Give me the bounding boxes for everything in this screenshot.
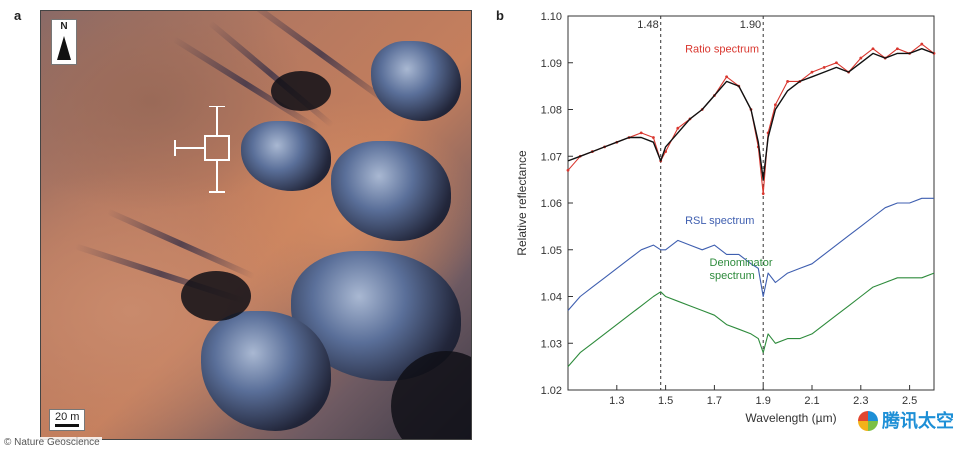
rock-outcrop [201, 311, 331, 431]
x-tick-label: 1.9 [756, 395, 771, 407]
data-point [920, 42, 924, 46]
scale-bar-label: 20 m [55, 411, 80, 423]
data-point [835, 61, 838, 65]
rock-outcrop [371, 41, 461, 121]
chart-labels-layer: 1.02 1.03 1.04 1.05 1.06 1.07 1.08 1.09 1.10 1.3 1… [515, 11, 917, 425]
north-arrow-icon [57, 36, 71, 60]
x-axis-label: Wavelength (µm) [745, 411, 836, 425]
series-label: Denominator [710, 257, 773, 269]
shadow-region [181, 271, 251, 321]
watermark-text: 腾讯太空 [882, 411, 954, 431]
series-line [567, 272, 935, 367]
y-tick-label: 1.03 [541, 338, 562, 350]
crism-footprint-crosshair [174, 106, 230, 193]
rock-outcrop [331, 141, 451, 241]
data-point [639, 131, 643, 135]
rock-outcrop [241, 121, 331, 191]
watermark: 腾讯太空 [858, 407, 954, 433]
scale-bar-line [55, 424, 80, 427]
data-point [652, 136, 655, 139]
reference-line-label: 1.48 [637, 19, 658, 31]
panel-letter-a: a [14, 8, 22, 23]
chart-axes [567, 15, 935, 391]
x-tick-label: 2.3 [853, 395, 868, 407]
y-tick-label: 1.09 [541, 58, 562, 70]
shadow-region [271, 71, 331, 111]
series-line [567, 43, 935, 195]
data-point [822, 66, 826, 69]
y-tick-label: 1.02 [541, 385, 562, 397]
y-tick-label: 1.05 [541, 245, 562, 257]
data-point [859, 56, 863, 60]
series-label: spectrum [710, 270, 755, 282]
dark-streak [106, 208, 256, 280]
x-tick-label: 2.1 [804, 395, 819, 407]
series-line [567, 197, 934, 311]
data-point [810, 70, 814, 74]
satellite-image: N 20 m [40, 10, 472, 440]
scale-bar: 20 m [49, 409, 86, 431]
spectra-chart: 1.02 1.03 1.04 1.05 1.06 1.07 1.08 1.09 1.10 1.3 1… [515, 11, 936, 425]
series-label: Ratio spectrum [685, 43, 759, 55]
x-tick-label: 1.3 [609, 395, 624, 407]
y-tick-label: 1.06 [541, 198, 562, 210]
y-tick-label: 1.04 [541, 292, 562, 304]
reference-line-label: 1.90 [740, 19, 761, 31]
x-tick-label: 1.7 [707, 395, 722, 407]
data-point [566, 168, 570, 172]
data-point [676, 126, 680, 130]
north-indicator: N [51, 19, 77, 65]
copyright-credit: © Nature Geoscience [2, 437, 102, 448]
watermark-logo-icon [858, 411, 878, 431]
series-label: RSL spectrum [685, 215, 754, 227]
data-point [761, 192, 765, 196]
data-point [786, 80, 789, 83]
x-tick-label: 1.5 [658, 395, 673, 407]
y-axis-label: Relative reflectance [515, 150, 529, 256]
data-point [871, 47, 875, 51]
data-point [774, 103, 777, 107]
data-point [896, 47, 899, 51]
panel-letter-b: b [496, 8, 504, 23]
data-point [725, 75, 728, 79]
y-tick-label: 1.07 [541, 151, 562, 163]
chart-series-layer [566, 42, 936, 367]
series-line [567, 48, 935, 181]
north-label: N [60, 21, 68, 32]
x-tick-label: 2.5 [902, 395, 917, 407]
y-tick-label: 1.08 [541, 105, 562, 117]
y-tick-label: 1.10 [541, 11, 562, 23]
